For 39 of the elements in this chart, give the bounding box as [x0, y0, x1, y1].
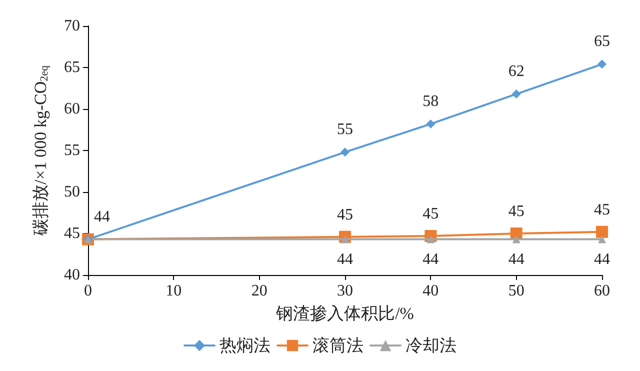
point [596, 226, 608, 238]
legend-label: 冷却法 [406, 336, 456, 355]
data-label: 45 [594, 201, 610, 218]
point [512, 235, 520, 244]
data-label: 62 [508, 63, 524, 80]
data-label: 65 [594, 33, 610, 50]
x-tick-label: 40 [422, 282, 439, 300]
data-label: 45 [508, 203, 524, 220]
data-label: 44 [422, 250, 439, 268]
y-tick-label: 55 [64, 142, 80, 159]
data-label: 45 [337, 206, 353, 224]
legend-label: 热焖法 [220, 336, 270, 355]
data-label: 44 [94, 208, 110, 226]
point [426, 119, 436, 128]
x-tick-label: 50 [508, 282, 524, 300]
x-tick-label: 20 [251, 282, 268, 300]
y-tick-label: 65 [64, 59, 80, 76]
x-tick-label: 0 [84, 282, 92, 300]
y-tick-label: 50 [64, 184, 80, 200]
y-tick-label: 45 [64, 225, 80, 242]
point [598, 60, 606, 69]
y-tick-label: 60 [64, 100, 80, 118]
x-axis-title: 钢渣掺入体积比/% [275, 304, 414, 323]
x-tick-label: 10 [166, 282, 182, 300]
data-label: 44 [337, 250, 353, 268]
point [340, 148, 350, 157]
x-tick-label: 30 [337, 282, 353, 300]
y-axis-title: 碳排放/×1 000 kg-CO2eq [31, 65, 50, 236]
legend-label: 滚筒法 [312, 336, 364, 355]
data-label: 58 [422, 92, 439, 110]
data-label: 55 [337, 121, 353, 138]
data-label: 44 [508, 250, 524, 268]
data-label: 44 [594, 250, 610, 268]
y-tick-label: 70 [64, 18, 80, 34]
data-label: 45 [422, 205, 439, 222]
x-tick-label: 60 [594, 282, 610, 300]
point [598, 235, 606, 244]
y-tick-label: 40 [64, 266, 80, 284]
point [512, 90, 521, 99]
